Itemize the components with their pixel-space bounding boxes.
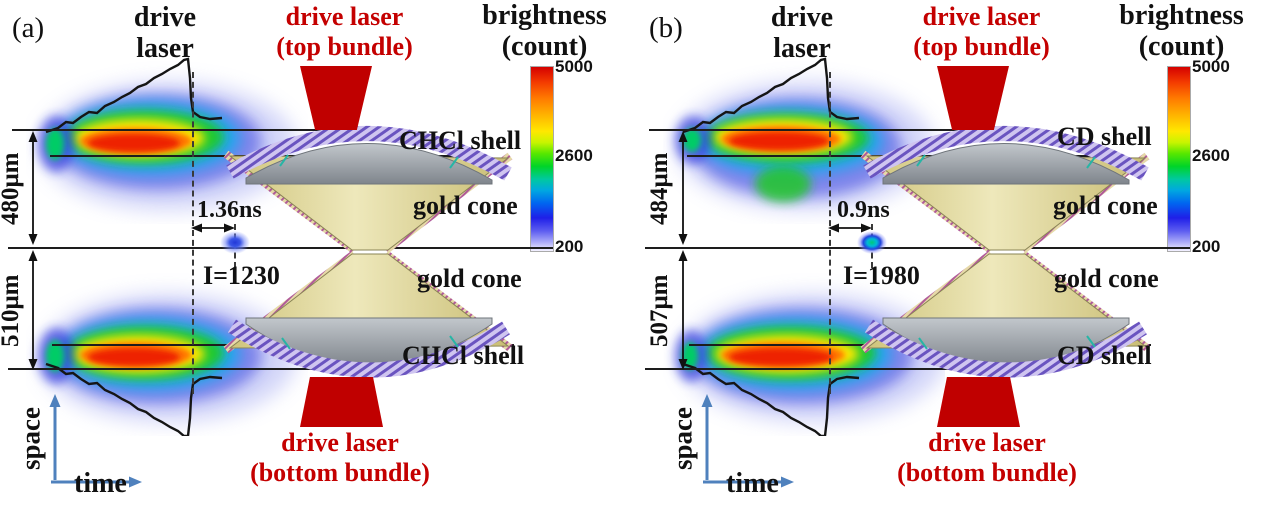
top-bundle-title: drive laser (top bundle) — [889, 2, 1074, 62]
collision-plane-line — [645, 247, 1190, 249]
axes-arrows — [701, 394, 794, 488]
laser-pulse-trace-bottom — [45, 362, 223, 436]
bottom-bundle-line2: (bottom bundle) — [250, 458, 430, 487]
gold-cone-top-label: gold cone — [1053, 191, 1158, 220]
top-bundle-line1: drive laser — [922, 2, 1041, 31]
double-cone-target — [223, 126, 513, 378]
shell-line-top-a1 — [12, 129, 395, 131]
colorbar-tick-max: 5000 — [1192, 57, 1230, 76]
bottom-bundle-line2: (bottom bundle) — [897, 458, 1077, 487]
time-axis-label: time — [74, 468, 127, 499]
span-bottom-label: 510μm — [0, 274, 24, 348]
axes-arrows — [49, 394, 142, 488]
time-axis-label: time — [726, 468, 779, 499]
colorbar — [530, 66, 554, 252]
span-top-label: 484μm — [646, 152, 673, 226]
jet-delay-label: 0.9ns — [837, 197, 890, 223]
brightness-title-line1: brightness — [482, 0, 607, 31]
span-arrow-bottom — [28, 250, 38, 370]
drive-laser-line1: drive — [133, 2, 197, 33]
span-top-label: 480μm — [0, 152, 24, 226]
space-axis-label: space — [667, 407, 698, 471]
bottom-bundle-title: drive laser (bottom bundle) — [887, 428, 1087, 488]
panel-b: (b) drive laser drive laser (top bundle)… — [637, 0, 1267, 507]
laser-beam-bottom — [300, 377, 383, 427]
laser-pulse-trace-top — [682, 57, 860, 134]
shell-cap-bottom — [864, 319, 1147, 378]
span-arrow-bottom — [678, 250, 688, 370]
gold-cone-top-label: gold cone — [413, 191, 518, 220]
jet-delay-label: 1.36ns — [197, 197, 262, 223]
laser-pulse-trace-bottom — [682, 362, 860, 436]
shell-line-top-b1 — [649, 129, 1032, 131]
shell-line-bottom-a2 — [8, 368, 397, 370]
jet-intensity-label: I=1230 — [203, 261, 280, 290]
colorbar — [1167, 66, 1191, 252]
brightness-title: brightness (count) — [462, 0, 627, 62]
colorbar-tick-min: 200 — [1192, 237, 1221, 256]
colorbar-tick-mid: 2600 — [555, 146, 593, 165]
streak-image-top — [675, 57, 933, 210]
panel-label: (b) — [649, 12, 683, 44]
shell-cap-top — [863, 126, 1149, 181]
span-bottom-label: 507μm — [646, 274, 673, 348]
delay-arrow — [191, 223, 235, 233]
brightness-title-line2: (count) — [501, 31, 588, 62]
colorbar-tick-min: 200 — [555, 237, 584, 256]
delay-arrow — [828, 223, 872, 233]
jet-blob — [220, 231, 250, 254]
bottom-bundle-line1: drive laser — [928, 428, 1046, 457]
shell-top-label: CD shell — [1057, 122, 1152, 151]
gold-cone-bottom-label: gold cone — [417, 264, 522, 293]
bottom-bundle-line1: drive laser — [281, 428, 399, 457]
colorbar-tick-max: 5000 — [555, 57, 593, 76]
drive-laser-title: drive laser — [729, 2, 875, 64]
brightness-title-line1: brightness — [1119, 0, 1244, 31]
shell-bottom-label: CD shell — [1057, 341, 1152, 370]
laser-beam-top — [300, 66, 372, 130]
laser-end-dashed-line — [192, 72, 194, 394]
brightness-title: brightness (count) — [1099, 0, 1264, 62]
shell-cap-top — [226, 126, 512, 181]
laser-pulse-trace-top — [45, 57, 223, 134]
top-bundle-title: drive laser (top bundle) — [252, 2, 437, 62]
shell-bottom-label: CHCl shell — [402, 341, 525, 370]
panel-label: (a) — [12, 12, 45, 44]
brightness-title-line2: (count) — [1138, 31, 1225, 62]
laser-beam-bottom — [937, 377, 1020, 427]
space-axis-label: space — [15, 407, 46, 471]
colorbar-tick-mid: 2600 — [1192, 146, 1230, 165]
span-arrow-top — [28, 131, 38, 245]
panel-a: (a) drive laser drive laser (top bundle)… — [0, 0, 632, 507]
laser-beam-top — [937, 66, 1009, 130]
bottom-bundle-title: drive laser (bottom bundle) — [240, 428, 440, 488]
top-bundle-line2: (top bundle) — [913, 32, 1050, 61]
shell-top-label: CHCl shell — [399, 126, 522, 155]
shell-cap-bottom — [227, 319, 510, 378]
top-bundle-line1: drive laser — [285, 2, 404, 31]
shell-line-bottom-b2 — [645, 368, 1034, 370]
gold-cone-bottom-label: gold cone — [1054, 264, 1159, 293]
top-bundle-line2: (top bundle) — [276, 32, 413, 61]
laser-end-dashed-line — [829, 72, 831, 394]
drive-laser-title: drive laser — [92, 2, 238, 64]
streak-image-top — [38, 57, 296, 210]
double-cone-target — [860, 126, 1150, 378]
collision-plane-line — [8, 247, 553, 249]
span-arrow-top — [678, 131, 688, 245]
jet-intensity-label: I=1980 — [843, 261, 920, 290]
drive-laser-line1: drive — [770, 2, 834, 33]
jet-blob — [857, 231, 887, 254]
